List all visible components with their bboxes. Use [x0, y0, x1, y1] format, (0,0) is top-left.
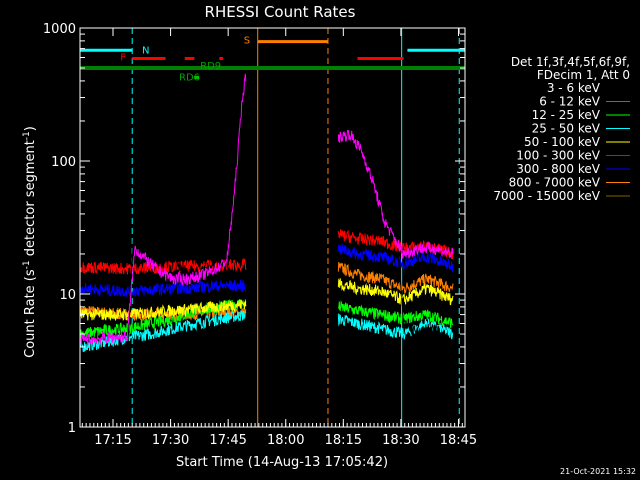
legend-label-3-6-kev: 3 - 6 keV [547, 81, 601, 95]
legend-header-line-2: FDecim 1, Att 0 [537, 68, 630, 82]
y-axis-label: Count Rate (s-1 detector segment-1) [22, 126, 38, 358]
legend-label-800-7000-kev: 800 - 7000 keV [509, 176, 601, 190]
y-tick-label-3: 1000 [43, 22, 76, 37]
legend-label-25-50-kev: 25 - 50 keV [532, 122, 601, 136]
x-tick-label-3: 18:00 [267, 433, 304, 448]
series-line-3-6-kev-pre [80, 117, 247, 370]
legend-label-100-300-kev: 100 - 300 keV [516, 149, 600, 163]
series-line-6-12-kev-post [337, 129, 454, 259]
legend-label-50-100-kev: 50 - 100 keV [524, 135, 601, 149]
series-line-50-100-kev-pre [80, 299, 247, 321]
legend-label-7000-15000-kev: 7000 - 15000 keV [493, 189, 600, 203]
series-line-25-50-kev-post [337, 313, 454, 340]
x-tick-label-1: 17:30 [152, 433, 189, 448]
x-tick-label-0: 17:15 [94, 433, 131, 448]
flag-label-f: F [120, 52, 126, 63]
flag-label-s: S [244, 36, 250, 47]
y-tick-label-0: 1 [68, 421, 76, 436]
plot-frame [79, 27, 466, 428]
series-line-3-6-kev-post [337, 123, 454, 350]
x-tick-label-4: 18:15 [325, 433, 362, 448]
legend-label-12-25-kev: 12 - 25 keV [532, 108, 601, 122]
y-tick-label-1: 10 [59, 288, 76, 303]
series-line-800-7000-kev-post [337, 261, 454, 294]
series-line-12-25-kev-post [337, 300, 454, 329]
footer-timestamp: 21-Oct-2021 15:32 [560, 467, 636, 476]
flag-label-rd9: RD9 [200, 61, 221, 72]
flag-label-rd6: RD6 [179, 72, 200, 83]
legend-label-300-800-kev: 300 - 800 keV [516, 162, 600, 176]
series-line-300-800-kev-pre [80, 279, 247, 297]
x-tick-label-2: 17:45 [209, 433, 246, 448]
x-tick-label-6: 18:45 [440, 433, 477, 448]
y-tick-label-2: 100 [51, 155, 76, 170]
series-line-50-100-kev-post [337, 278, 454, 306]
legend-header-line-1: Det 1f,3f,4f,5f,6f,9f, [511, 55, 630, 69]
legend-label-6-12-kev: 6 - 12 keV [539, 95, 601, 109]
axis-ticks: 17:15 17:30 17:45 18:00 18:15 18:30 18:45 1 10 10… [43, 22, 477, 448]
series-line-25-50-kev-pre [80, 309, 247, 352]
legend: Det 1f,3f,4f,5f,6f,9f, FDecim 1, Att 0 3… [493, 55, 630, 203]
series-line-300-800-kev-post [337, 243, 454, 273]
flag-label-n: N [142, 45, 149, 56]
x-axis-label: Start Time (14-Aug-13 17:05:42) [176, 455, 388, 470]
series-layer [80, 73, 454, 370]
series-line-6-12-kev-pre [80, 73, 247, 346]
x-tick-label-5: 18:30 [382, 433, 419, 448]
chart-title: RHESSI Count Rates [205, 3, 356, 21]
